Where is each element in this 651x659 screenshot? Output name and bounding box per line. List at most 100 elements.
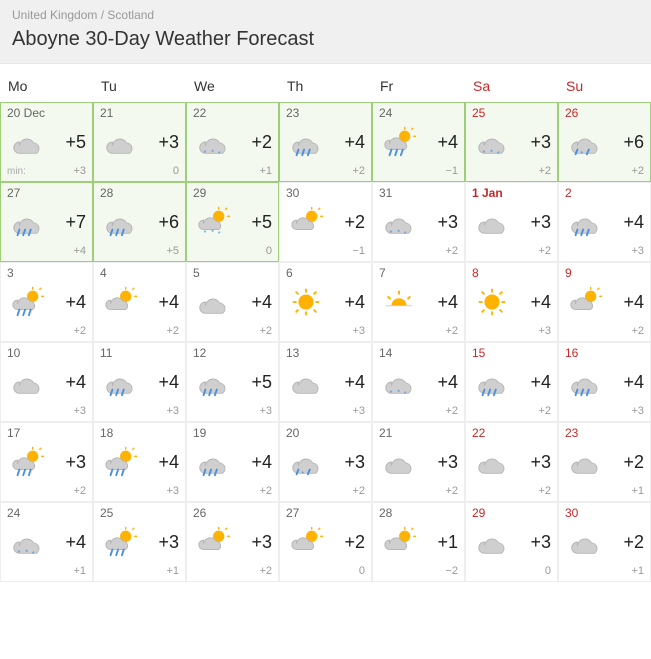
date-label: 18: [100, 427, 179, 439]
day-mid: +1: [379, 525, 458, 559]
day-cell[interactable]: 14+4+2: [372, 342, 465, 422]
day-mid: +3: [472, 525, 551, 559]
day-cell[interactable]: 1 Jan+3+2: [465, 182, 558, 262]
calendar-body: 20 Dec+5min:+321+3022+2+123+4+224+4−125+…: [0, 102, 651, 582]
day-cell[interactable]: 2 +4 +3: [558, 182, 651, 262]
temp-low: +3: [73, 165, 86, 177]
temp-high: +3: [530, 212, 551, 233]
temp-low: 0: [173, 165, 179, 177]
temp-low: +1: [259, 165, 272, 177]
day-cell[interactable]: 23+4+2: [279, 102, 372, 182]
temp-low: +2: [352, 485, 365, 497]
temp-high: +4: [65, 292, 86, 313]
cloud-icon: [472, 525, 512, 559]
day-mid: +4: [379, 285, 458, 319]
day-cell[interactable]: 25+3+1: [93, 502, 186, 582]
day-cell[interactable]: 9+4+2: [558, 262, 651, 342]
day-cell[interactable]: 8+4+3: [465, 262, 558, 342]
day-mid: +3: [193, 525, 272, 559]
day-cell[interactable]: 15+4+2: [465, 342, 558, 422]
day-cell[interactable]: 20 Dec+5min:+3: [0, 102, 93, 182]
temp-high: +4: [251, 452, 272, 473]
day-cell[interactable]: 10+4+3: [0, 342, 93, 422]
day-cell[interactable]: 29+30: [465, 502, 558, 582]
day-cell[interactable]: 22+3+2: [465, 422, 558, 502]
day-cell[interactable]: 28+1−2: [372, 502, 465, 582]
temp-high: +3: [530, 132, 551, 153]
date-label: 20: [286, 427, 365, 439]
partly-rain-icon: [7, 285, 47, 319]
partly-icon: [565, 285, 605, 319]
day-cell[interactable]: 12+5+3: [186, 342, 279, 422]
date-label: 13: [286, 347, 365, 359]
day-cell[interactable]: 30+2−1: [279, 182, 372, 262]
temp-low: +2: [259, 565, 272, 577]
day-mid: +3: [100, 125, 179, 159]
day-cell[interactable]: 3+4+2: [0, 262, 93, 342]
temp-high: +4: [344, 372, 365, 393]
breadcrumb-parent-link[interactable]: United Kingdom: [12, 8, 97, 22]
temp-low: +3: [631, 245, 644, 257]
day-cell[interactable]: 25+3+2: [465, 102, 558, 182]
temp-low: +3: [631, 405, 644, 417]
date-label: 9: [565, 267, 644, 279]
temp-high: +7: [65, 212, 86, 233]
day-cell[interactable]: 21+30: [93, 102, 186, 182]
cloud-sleet-icon: [565, 125, 605, 159]
day-cell[interactable]: 28+6+5: [93, 182, 186, 262]
day-cell[interactable]: 6+4+3: [279, 262, 372, 342]
temp-low: +3: [538, 325, 551, 337]
day-cell[interactable]: 27+20: [279, 502, 372, 582]
temp-low: +2: [538, 165, 551, 177]
day-cell[interactable]: 16+4+3: [558, 342, 651, 422]
temp-low: +2: [538, 405, 551, 417]
day-mid: +3: [100, 525, 179, 559]
breadcrumb-child-link[interactable]: Scotland: [107, 8, 154, 22]
date-label: 15: [472, 347, 551, 359]
day-cell[interactable]: 24+4−1: [372, 102, 465, 182]
date-label: 6: [286, 267, 365, 279]
day-cell[interactable]: 7+4+2: [372, 262, 465, 342]
calendar-header-row: MoTuWeThFrSaSu: [0, 64, 651, 102]
day-cell[interactable]: 17+3+2: [0, 422, 93, 502]
sun-icon: [472, 285, 512, 319]
day-mid: +6: [565, 125, 644, 159]
day-cell[interactable]: 31+3+2: [372, 182, 465, 262]
temp-low: +5: [166, 245, 179, 257]
day-mid: +3: [379, 205, 458, 239]
partly-rain-icon: [100, 525, 140, 559]
day-cell[interactable]: 5+4+2: [186, 262, 279, 342]
day-mid: +4: [565, 205, 644, 239]
partly-icon: [100, 285, 140, 319]
day-mid: +2: [286, 205, 365, 239]
day-cell[interactable]: 30+2+1: [558, 502, 651, 582]
day-cell[interactable]: 22 +2 +1: [186, 102, 279, 182]
temp-high: +3: [158, 532, 179, 553]
day-cell[interactable]: 27+7+4: [0, 182, 93, 262]
day-cell[interactable]: 18+4+3: [93, 422, 186, 502]
day-cell[interactable]: 11+4+3: [93, 342, 186, 422]
temp-low: +2: [166, 325, 179, 337]
day-cell[interactable]: 29+50: [186, 182, 279, 262]
day-cell[interactable]: 4+4+2: [93, 262, 186, 342]
date-label: 24: [379, 107, 458, 119]
date-label: 2: [565, 187, 644, 199]
date-label: 26: [193, 507, 272, 519]
day-cell[interactable]: 26 +3 +2: [186, 502, 279, 582]
day-mid: +2: [193, 125, 272, 159]
day-cell[interactable]: 26+6+2: [558, 102, 651, 182]
temp-low: +1: [166, 565, 179, 577]
day-cell[interactable]: 21+3+2: [372, 422, 465, 502]
temp-high: +2: [344, 212, 365, 233]
page-header: United Kingdom / Scotland Aboyne 30-Day …: [0, 0, 651, 64]
day-mid: +4: [379, 125, 458, 159]
temp-low: +2: [73, 485, 86, 497]
day-cell[interactable]: 20+3+2: [279, 422, 372, 502]
day-cell[interactable]: 13+4+3: [279, 342, 372, 422]
date-label: 22: [193, 107, 272, 119]
date-label: 19: [193, 427, 272, 439]
day-cell[interactable]: 19+4+2: [186, 422, 279, 502]
day-cell[interactable]: 24+4+1: [0, 502, 93, 582]
temp-low: +2: [352, 165, 365, 177]
day-cell[interactable]: 23+2+1: [558, 422, 651, 502]
